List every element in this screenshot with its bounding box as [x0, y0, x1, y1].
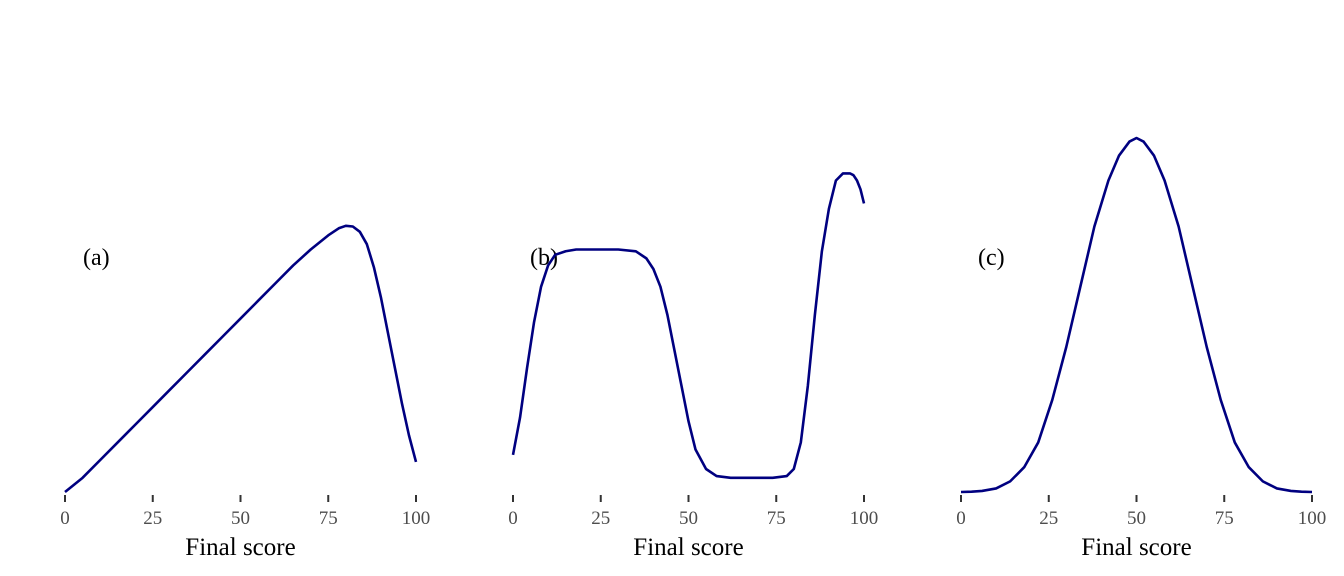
- density-curve: [64, 224, 418, 494]
- x-tick-label: 75: [319, 508, 338, 529]
- panel-label: (c): [978, 245, 1005, 271]
- x-axis-title: Final score: [1081, 534, 1191, 561]
- x-tick-label: 75: [1215, 508, 1234, 529]
- x-tick-label: 50: [679, 508, 698, 529]
- x-axis-title: Final score: [633, 534, 743, 561]
- panel-label: (a): [83, 245, 110, 271]
- x-tick-label: 0: [956, 508, 966, 529]
- x-tick-label: 100: [402, 508, 431, 529]
- x-tick-label: 25: [1039, 508, 1058, 529]
- x-tick-label: 0: [60, 508, 70, 529]
- x-axis-title: Final score: [185, 534, 295, 561]
- x-tick-label: 25: [591, 508, 610, 529]
- x-tick-label: 100: [850, 508, 879, 529]
- x-tick-label: 100: [1298, 508, 1327, 529]
- x-tick-label: 75: [767, 508, 786, 529]
- x-tick-label: 50: [231, 508, 250, 529]
- panel-c: (c) 0 25 50 75 100 Final score: [956, 136, 1327, 561]
- density-curve: [960, 136, 1313, 494]
- density-curve: [511, 172, 866, 480]
- x-tick-label: 0: [508, 508, 518, 529]
- x-tick-label: 25: [143, 508, 162, 529]
- panel-a: (a) 0 25 50 75 100 Final score: [60, 224, 431, 561]
- x-tick-label: 50: [1127, 508, 1146, 529]
